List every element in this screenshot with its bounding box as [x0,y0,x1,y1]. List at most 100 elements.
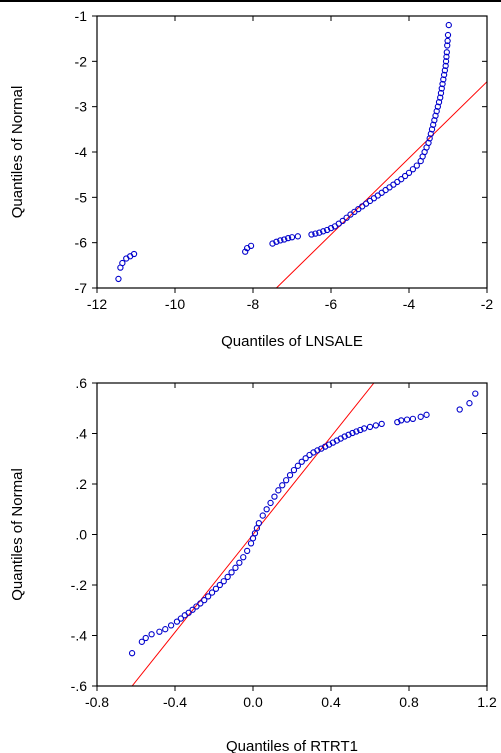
data-point [360,425,368,432]
y-tick-label: -1 [75,8,88,24]
data-point [177,615,184,622]
y-tick-label: -7 [75,280,88,296]
data-point [456,406,463,413]
data-point [228,569,235,576]
y-tick-label: -5 [75,189,88,205]
data-point [403,416,411,423]
data-point [204,593,212,600]
data-point [437,94,444,101]
y-tick-label: -2 [75,53,88,69]
data-point [156,628,163,635]
data-point [197,600,204,607]
data-point [443,53,450,60]
data-point [302,455,309,462]
data-point [142,634,149,642]
data-point [115,275,122,283]
y-tick-label: -.6 [71,678,88,694]
data-point [466,400,473,407]
data-point [401,172,409,180]
data-point [249,535,257,542]
data-point [444,42,451,49]
data-point [343,214,350,221]
data-point [275,487,282,494]
data-point [267,499,274,507]
data-point [193,603,200,610]
data-point [277,237,284,244]
x-tick-label: -0.4 [163,694,187,710]
data-point [298,458,305,465]
data-point [173,618,181,625]
plot-frame [96,382,488,687]
x-tick-label: 0.8 [399,694,419,710]
data-point [320,228,327,235]
reference-line [276,81,487,288]
data-point [130,250,138,258]
data-point [279,482,286,489]
data-point [413,162,420,169]
data-point [444,37,451,45]
y-axis-label: Quantiles of Normal [9,86,26,219]
data-point [437,89,445,97]
data-point [444,31,452,39]
data-point [119,259,126,267]
data-point [294,233,301,240]
data-point [439,80,446,88]
chart-2: -0.8 -0.4 0.0 0.4 0.8 1.2 .6 .4 .2 .0 -.2 -.4 -.6 Qua… [9,375,497,753]
data-point [273,238,280,245]
data-point [216,581,223,589]
data-point [294,462,301,469]
data-point [442,62,449,70]
data-point [282,477,290,484]
data-point [398,176,405,183]
x-axis-label: Quantiles of LNSALE [221,333,363,350]
data-point [284,234,292,242]
data-point [167,622,175,629]
data-point [208,589,216,596]
data-point [372,422,379,429]
y-tick-label: -6 [75,235,88,251]
data-point [443,49,450,56]
data-point [212,585,220,592]
x-tick-label: 0.0 [243,694,263,710]
top-border-line [0,0,501,2]
x-tick-label: -10 [165,296,185,312]
data-point [378,420,385,428]
data-point [357,426,364,434]
x-tick-label: -4 [403,296,416,312]
data-point [398,417,405,424]
data-point [349,429,356,437]
data-point [281,236,288,243]
x-tick-label: -0.8 [85,694,109,710]
plot-frame [96,15,488,289]
x-tick-label: -6 [325,296,338,312]
data-point [263,506,270,513]
data-point [366,423,374,431]
y-tick-label: .4 [75,426,87,442]
data-point [255,519,262,527]
data-point [290,466,298,474]
data-point [247,242,255,249]
x-axis-label: Quantiles of RTRT1 [226,738,358,753]
y-tick-label: -.4 [71,628,88,644]
data-point [440,76,447,83]
data-point [440,71,448,79]
data-point [259,512,266,519]
data-point [409,166,417,173]
data-point [445,21,452,29]
data-point [288,234,296,241]
data-point [148,631,155,638]
x-tick-label: -2 [481,296,494,312]
data-point [162,626,169,633]
data-point [220,578,227,585]
y-tick-label: -4 [75,144,88,160]
data-point [224,573,231,581]
y-tick-label: -.2 [71,577,88,593]
data-point [438,85,445,92]
data-point [271,493,278,500]
y-axis-label: Quantiles of Normal [9,468,26,601]
data-point [286,472,294,479]
data-point [240,554,247,561]
data-point [441,67,449,74]
data-point [339,217,346,225]
